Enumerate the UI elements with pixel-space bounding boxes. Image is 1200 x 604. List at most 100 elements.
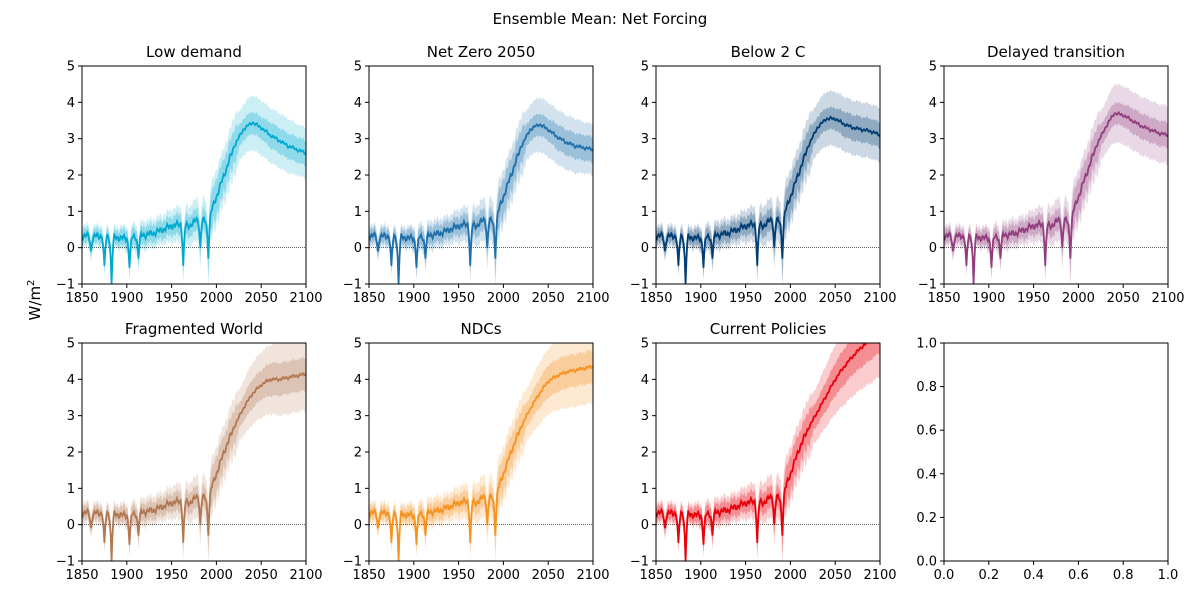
y-tick-label: 3 [641,409,649,424]
y-tick-label: 1 [641,205,649,220]
plot-area [369,97,593,284]
x-tick-label: 2100 [289,568,322,583]
y-tick-label: −1 [343,278,362,293]
x-tick-label: 0.4 [1023,568,1044,583]
x-tick-label: 2000 [774,568,807,583]
y-tick-label: 0.2 [916,511,937,526]
x-tick-label: 2000 [487,568,520,583]
uncertainty-band-inner [369,113,593,284]
y-tick-label: 1 [641,482,649,497]
ensemble-mean-line [656,115,880,284]
x-tick-label: 2050 [245,291,278,306]
ensemble-mean-line [944,110,1168,284]
y-tick-label: 1 [67,482,75,497]
figure-ylabel: W/m2 [26,280,44,321]
x-tick-label: 2100 [289,291,322,306]
uncertainty-band-outer [656,343,880,561]
x-tick-label: 2100 [576,568,609,583]
x-tick-label: 2000 [487,291,520,306]
subplot-7: Current Policies 1850 1900 1950 2000 2050 2100… [630,320,897,583]
y-tick-label: 5 [354,337,362,352]
y-tick-label: 4 [354,96,362,111]
y-tick-label: 4 [641,373,649,388]
x-tick-label: 2050 [245,568,278,583]
y-tick-label: 0 [641,518,649,533]
y-tick-label: −1 [918,278,937,293]
uncertainty-band-inner [656,343,880,561]
y-tick-label: 0.4 [916,467,937,482]
x-tick-label: 2000 [1062,291,1095,306]
plot-area [944,83,1168,284]
x-tick-label: 1850 [639,291,672,306]
y-tick-label: 0 [67,518,75,533]
y-tick-label: 5 [929,60,937,75]
y-tick-label: 4 [67,373,75,388]
subplot-title: Delayed transition [987,43,1125,61]
x-tick-label: 1900 [684,291,717,306]
y-tick-label: 2 [354,169,362,184]
y-tick-label: 5 [641,337,649,352]
x-tick-label: 2100 [576,291,609,306]
subplot-8: 0.0 0.2 0.4 0.6 0.8 1.0 0.0 0.2 0.4 0.6 0.8 1.0 [916,337,1178,584]
y-tick-label: 3 [354,409,362,424]
ylabel-superscript: 2 [26,280,37,286]
x-tick-label: 1850 [927,291,960,306]
uncertainty-band-inner [944,101,1168,284]
y-tick-label: 4 [641,96,649,111]
y-tick-label: 1 [354,482,362,497]
y-tick-label: 0 [929,241,937,256]
x-tick-label: 1900 [110,568,143,583]
y-tick-label: 1 [354,205,362,220]
x-tick-label: 2100 [863,291,896,306]
y-tick-label: 5 [67,337,75,352]
subplot-title: Fragmented World [125,320,263,338]
axes-frame [368,65,594,285]
y-tick-label: −1 [630,278,649,293]
y-tick-label: 3 [641,132,649,147]
x-tick-label: 0.2 [978,568,999,583]
x-tick-label: 1950 [155,568,188,583]
subplot-2: Net Zero 2050 1850 1900 1950 2000 2050 2100 −1 0… [343,43,610,306]
figure-suptitle: Ensemble Mean: Net Forcing [493,10,708,28]
y-tick-label: 3 [929,132,937,147]
x-tick-label: 1950 [1017,291,1050,306]
x-tick-label: 1850 [352,291,385,306]
y-tick-label: 2 [67,169,75,184]
y-tick-label: 0 [67,241,75,256]
x-tick-label: 1900 [684,568,717,583]
subplot-title: Net Zero 2050 [427,43,536,61]
y-tick-label: 0.0 [916,555,937,570]
x-tick-label: 1950 [442,291,475,306]
y-tick-label: 3 [67,409,75,424]
x-tick-label: 2100 [1151,291,1184,306]
uncertainty-band-outer [944,83,1168,284]
x-tick-label: 1900 [110,291,143,306]
x-tick-label: 1950 [729,568,762,583]
subplot-title: Below 2 C [731,43,806,61]
ensemble-mean-line [82,121,306,284]
x-tick-label: 1900 [972,291,1005,306]
plot-area [82,343,306,561]
y-tick-label: 5 [67,60,75,75]
x-tick-label: 1950 [155,291,188,306]
subplot-3: Below 2 C 1850 1900 1950 2000 2050 2100 −1 0 1 2 3 4… [630,43,897,306]
plot-area [656,343,880,561]
y-tick-label: 0 [354,241,362,256]
ensemble-mean-line [82,372,306,561]
x-tick-label: 2000 [200,291,233,306]
y-tick-label: 5 [354,60,362,75]
y-tick-label: 4 [354,373,362,388]
y-tick-label: 0 [641,241,649,256]
y-tick-label: 2 [641,446,649,461]
x-tick-label: 1850 [65,568,98,583]
plot-area [82,95,306,284]
y-tick-label: 1 [67,205,75,220]
x-tick-label: 1850 [352,568,385,583]
plot-area [656,89,880,284]
subplot-title: Low demand [146,43,242,61]
x-tick-label: 1950 [729,291,762,306]
